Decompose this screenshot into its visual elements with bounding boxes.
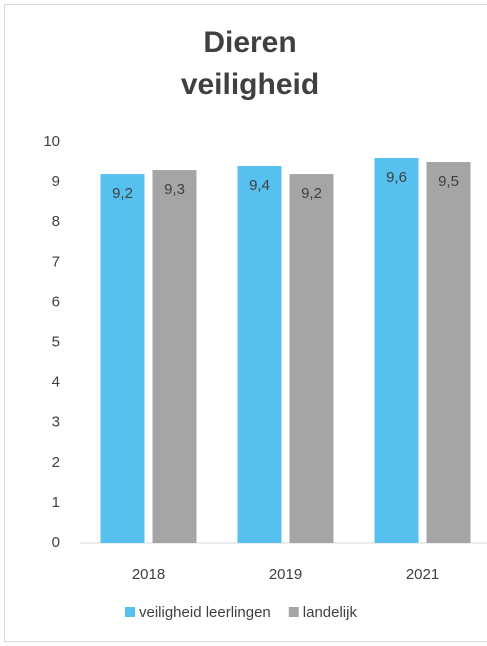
x-tick-label: 2018 xyxy=(132,566,165,583)
x-tick-label: 2021 xyxy=(406,566,439,583)
data-label: 9,2 xyxy=(301,185,322,202)
data-label: 9,3 xyxy=(164,181,185,198)
legend-label: landelijk xyxy=(303,604,358,621)
bar xyxy=(289,174,334,543)
bar xyxy=(374,158,419,544)
legend-swatch xyxy=(125,607,135,617)
y-tick-label: 3 xyxy=(52,414,60,431)
legend-swatch xyxy=(288,607,299,617)
y-tick-label: 0 xyxy=(52,534,60,551)
data-label: 9,6 xyxy=(386,169,407,186)
data-label: 9,2 xyxy=(112,185,133,202)
bar xyxy=(426,162,471,544)
y-tick-label: 4 xyxy=(52,374,60,391)
y-tick-label: 9 xyxy=(52,173,60,190)
chart-frame xyxy=(4,4,487,642)
y-tick-label: 7 xyxy=(52,253,60,270)
y-tick-label: 2 xyxy=(52,454,60,471)
y-tick-label: 1 xyxy=(52,494,60,511)
chart-title: Dieren veiligheid xyxy=(180,26,320,101)
y-tick-label: 5 xyxy=(52,333,60,350)
y-tick-label: 6 xyxy=(52,293,60,310)
y-tick-label: 10 xyxy=(43,133,60,150)
x-tick-label: 2019 xyxy=(269,566,302,583)
bar xyxy=(100,174,145,543)
bar xyxy=(152,170,197,543)
bar xyxy=(237,166,282,543)
y-tick-label: 8 xyxy=(52,213,60,230)
data-label: 9,4 xyxy=(249,177,270,194)
data-label: 9,5 xyxy=(438,173,459,190)
legend-label: veiligheid leerlingen xyxy=(139,604,271,621)
